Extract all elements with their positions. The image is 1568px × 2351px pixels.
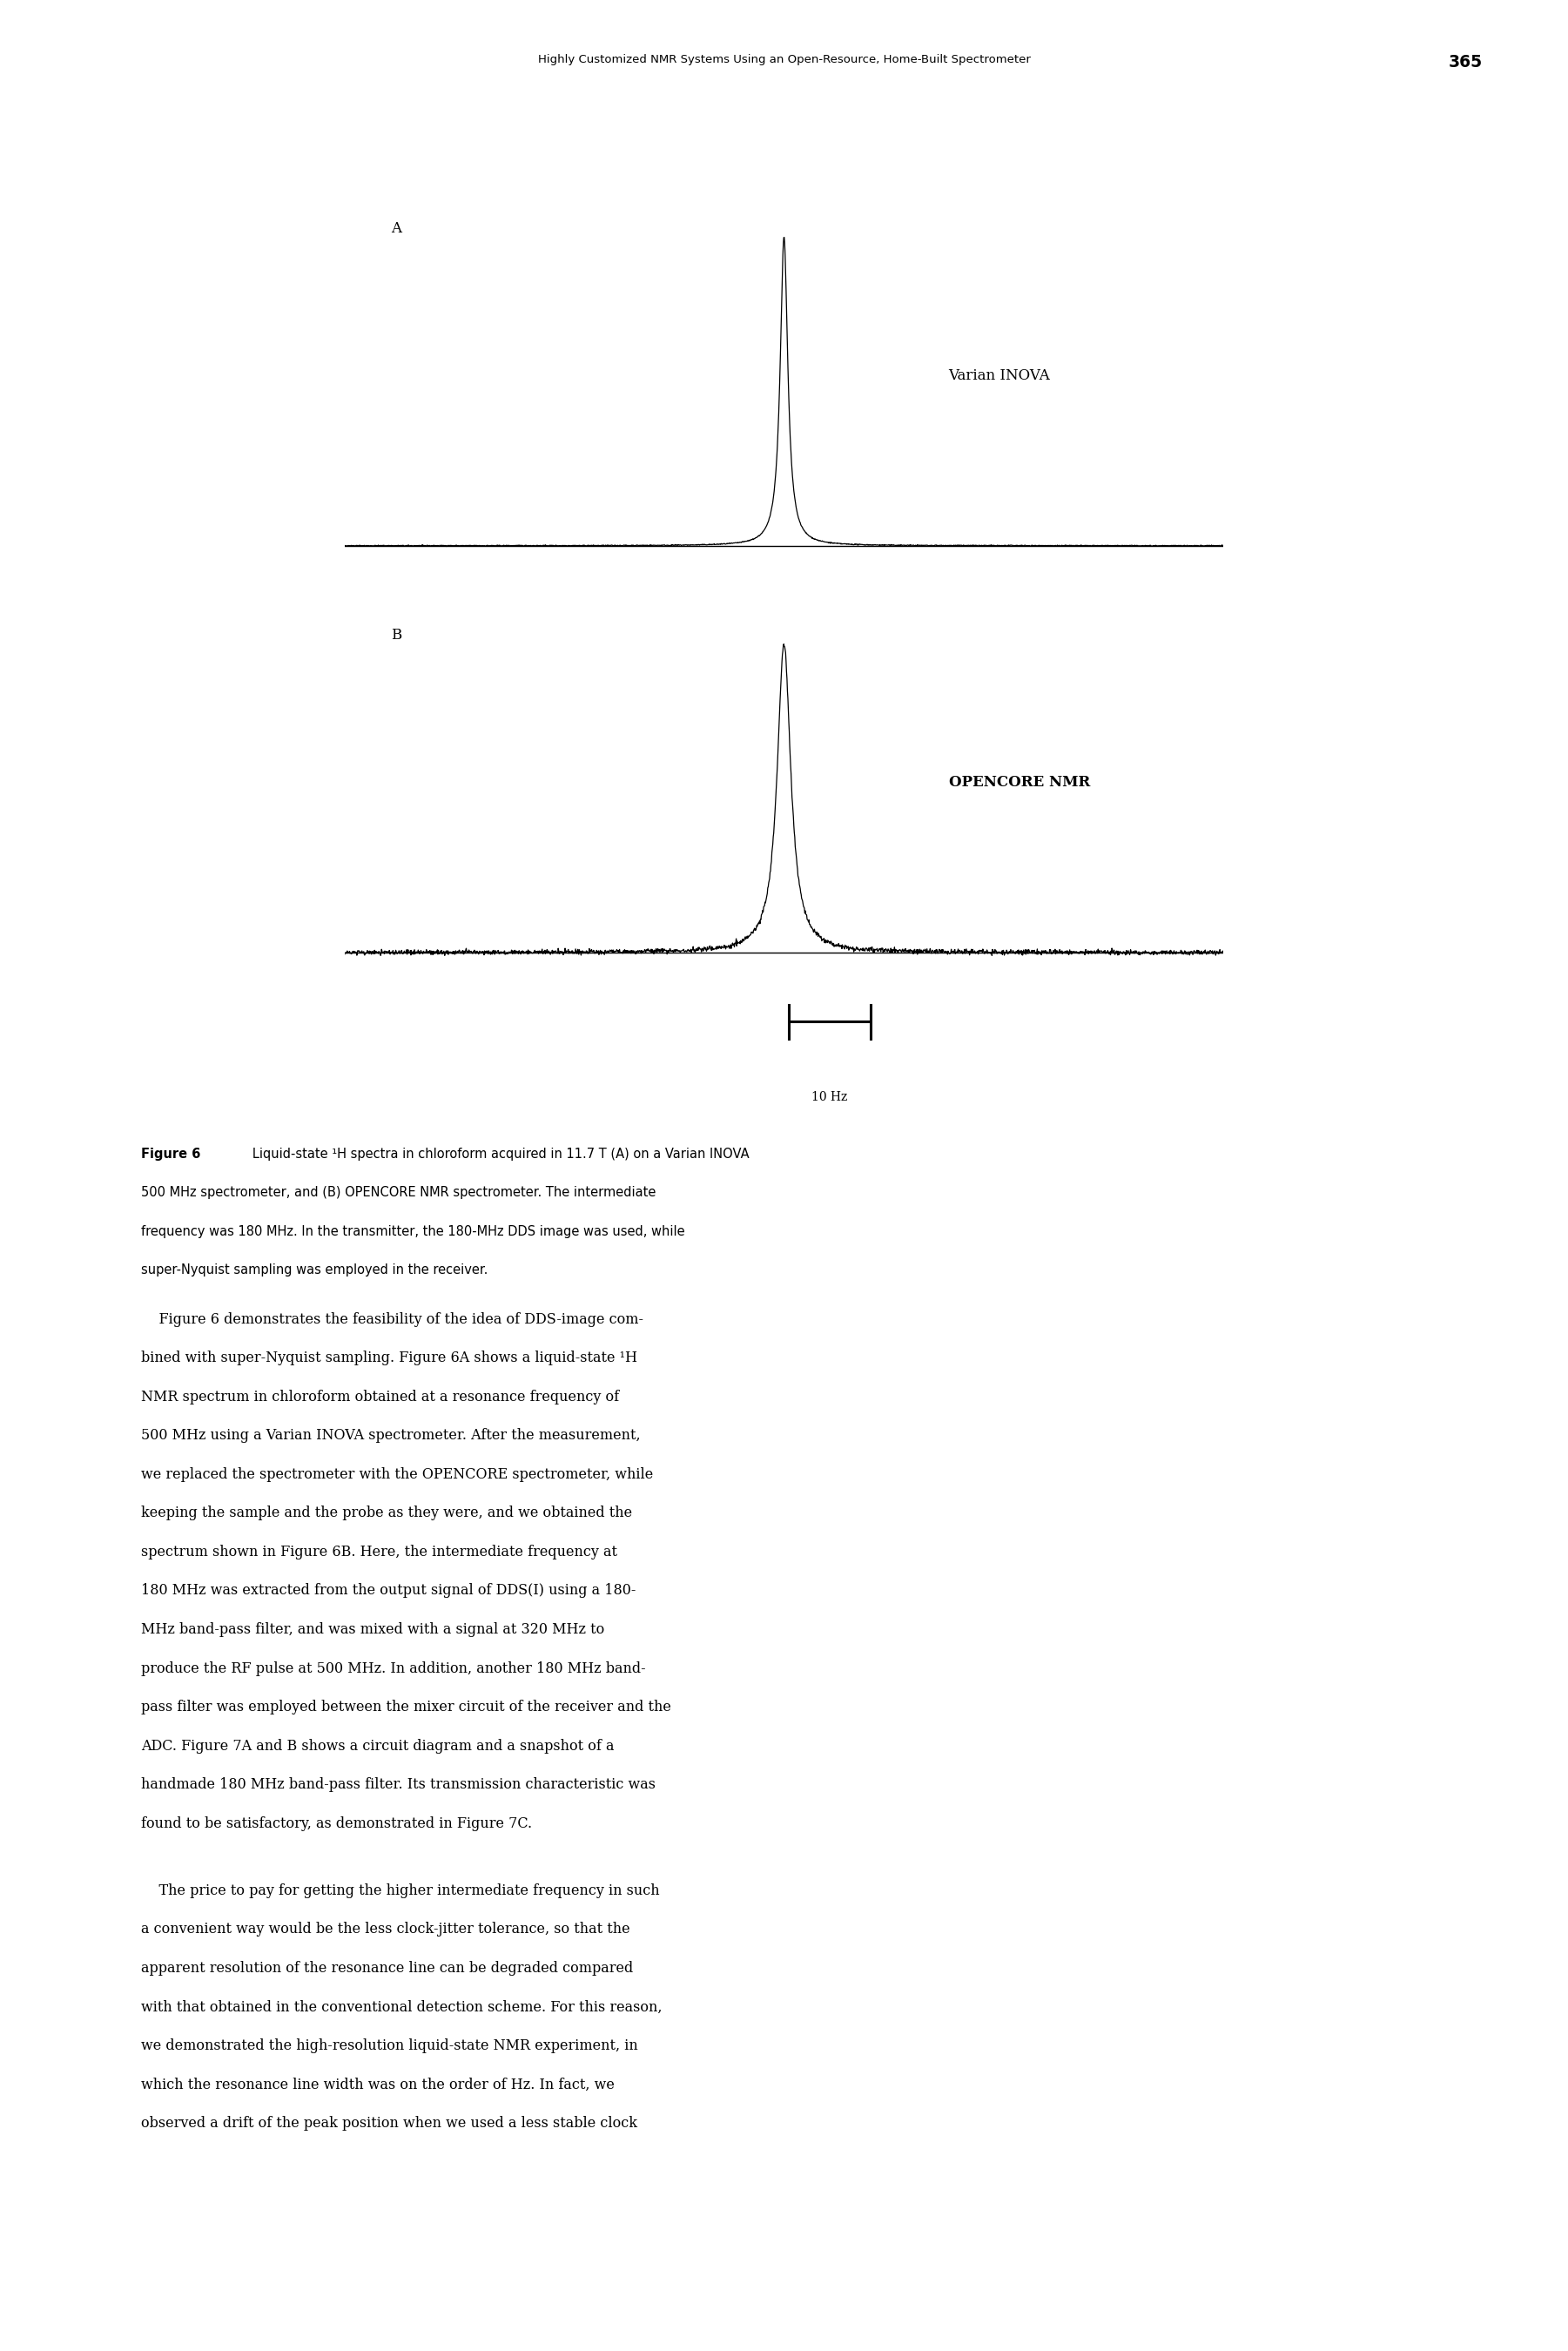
- Text: ADC. Figure 7A and B shows a circuit diagram and a snapshot of a: ADC. Figure 7A and B shows a circuit dia…: [141, 1740, 615, 1754]
- Text: frequency was 180 MHz. In the transmitter, the 180-MHz DDS image was used, while: frequency was 180 MHz. In the transmitte…: [141, 1225, 685, 1239]
- Text: handmade 180 MHz band-pass filter. Its transmission characteristic was: handmade 180 MHz band-pass filter. Its t…: [141, 1777, 655, 1791]
- Text: NMR spectrum in chloroform obtained at a resonance frequency of: NMR spectrum in chloroform obtained at a…: [141, 1389, 619, 1404]
- Text: we replaced the spectrometer with the OPENCORE spectrometer, while: we replaced the spectrometer with the OP…: [141, 1467, 654, 1481]
- Text: bined with super-Nyquist sampling. Figure 6A shows a liquid-state ¹H: bined with super-Nyquist sampling. Figur…: [141, 1349, 637, 1366]
- Text: with that obtained in the conventional detection scheme. For this reason,: with that obtained in the conventional d…: [141, 1998, 662, 2015]
- Text: MHz band-pass filter, and was mixed with a signal at 320 MHz to: MHz band-pass filter, and was mixed with…: [141, 1622, 605, 1636]
- Text: 365: 365: [1449, 54, 1483, 71]
- Text: Figure 6: Figure 6: [141, 1147, 201, 1161]
- Text: apparent resolution of the resonance line can be degraded compared: apparent resolution of the resonance lin…: [141, 1961, 633, 1975]
- Text: Liquid-state ¹H spectra in chloroform acquired in 11.7 T (A) on a Varian INOVA: Liquid-state ¹H spectra in chloroform ac…: [240, 1147, 750, 1161]
- Text: pass filter was employed between the mixer circuit of the receiver and the: pass filter was employed between the mix…: [141, 1700, 671, 1714]
- Text: super-Nyquist sampling was employed in the receiver.: super-Nyquist sampling was employed in t…: [141, 1265, 488, 1277]
- Text: a convenient way would be the less clock-jitter tolerance, so that the: a convenient way would be the less clock…: [141, 1923, 630, 1937]
- Text: Figure 6 demonstrates the feasibility of the idea of DDS-image com-: Figure 6 demonstrates the feasibility of…: [141, 1312, 643, 1326]
- Text: OPENCORE NMR: OPENCORE NMR: [949, 776, 1090, 790]
- Text: keeping the sample and the probe as they were, and we obtained the: keeping the sample and the probe as they…: [141, 1507, 632, 1521]
- Text: found to be satisfactory, as demonstrated in Figure 7C.: found to be satisfactory, as demonstrate…: [141, 1815, 532, 1831]
- Text: B: B: [390, 628, 401, 642]
- Text: observed a drift of the peak position when we used a less stable clock: observed a drift of the peak position wh…: [141, 2116, 637, 2130]
- Text: spectrum shown in Figure 6B. Here, the intermediate frequency at: spectrum shown in Figure 6B. Here, the i…: [141, 1545, 618, 1559]
- Text: Highly Customized NMR Systems Using an Open-Resource, Home-Built Spectrometer: Highly Customized NMR Systems Using an O…: [538, 54, 1030, 66]
- Text: 500 MHz using a Varian INOVA spectrometer. After the measurement,: 500 MHz using a Varian INOVA spectromete…: [141, 1429, 641, 1444]
- Text: Varian INOVA: Varian INOVA: [949, 369, 1051, 383]
- Text: The price to pay for getting the higher intermediate frequency in such: The price to pay for getting the higher …: [141, 1883, 660, 1897]
- Text: 10 Hz: 10 Hz: [812, 1091, 848, 1103]
- Text: 500 MHz spectrometer, and (B) OPENCORE NMR spectrometer. The intermediate: 500 MHz spectrometer, and (B) OPENCORE N…: [141, 1187, 655, 1199]
- Text: which the resonance line width was on the order of Hz. In fact, we: which the resonance line width was on th…: [141, 2078, 615, 2092]
- Text: produce the RF pulse at 500 MHz. In addition, another 180 MHz band-: produce the RF pulse at 500 MHz. In addi…: [141, 1660, 646, 1676]
- Text: we demonstrated the high-resolution liquid-state NMR experiment, in: we demonstrated the high-resolution liqu…: [141, 2038, 638, 2052]
- Text: 180 MHz was extracted from the output signal of DDS(I) using a 180-: 180 MHz was extracted from the output si…: [141, 1585, 637, 1599]
- Text: A: A: [390, 221, 401, 235]
